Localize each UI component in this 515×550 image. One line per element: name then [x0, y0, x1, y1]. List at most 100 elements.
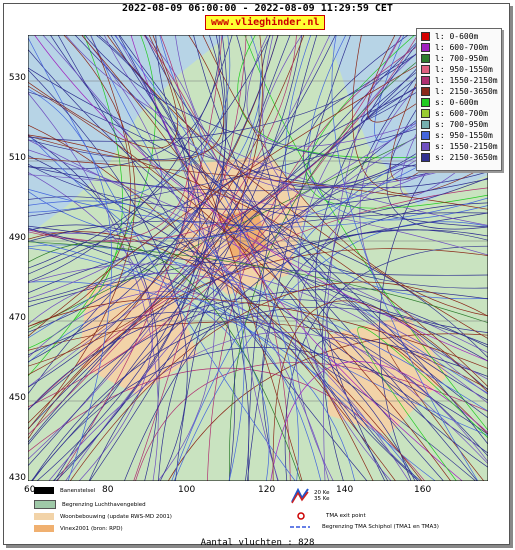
flight-track	[52, 35, 201, 481]
y-tick-530: 530	[8, 73, 26, 83]
tma-exit-icon	[297, 512, 305, 520]
y-tick-490: 490	[8, 233, 26, 243]
flight-track	[28, 311, 416, 481]
flight-track	[28, 241, 301, 481]
flight-track	[28, 67, 488, 189]
flight-track	[84, 35, 488, 170]
legend-item: l: 2150-3650m	[421, 86, 501, 97]
y-tick-430: 430	[8, 473, 26, 483]
runway-swatch	[34, 487, 54, 494]
flight-track	[28, 134, 488, 436]
flight-track	[28, 35, 297, 435]
legend-swatch	[421, 153, 430, 162]
legend-swatch	[421, 54, 430, 63]
key-airport-boundary: Begrenzing Luchthavengebied	[34, 500, 146, 509]
flight-track	[36, 35, 228, 481]
flight-track	[158, 151, 488, 481]
flight-track	[28, 37, 296, 481]
flight-track	[89, 35, 303, 481]
flight-track	[152, 35, 303, 481]
legend-swatch	[421, 98, 430, 107]
legend-item: s: 700-950m	[421, 119, 501, 130]
legend-swatch	[421, 65, 430, 74]
flight-track	[28, 224, 389, 481]
flight-track	[28, 35, 247, 160]
flight-track	[28, 35, 472, 337]
tma-boundary-icon	[290, 526, 310, 528]
flight-track	[28, 35, 271, 269]
legend-item: l: 700-950m	[421, 53, 501, 64]
flight-track	[28, 247, 270, 481]
flight-track	[28, 69, 188, 481]
y-tick-450: 450	[8, 393, 26, 403]
flight-track	[262, 35, 488, 200]
boundary-swatch	[34, 500, 56, 509]
flight-track	[119, 35, 488, 419]
flight-track	[50, 35, 488, 289]
legend-item: s: 1550-2150m	[421, 141, 501, 152]
flight-track	[308, 35, 488, 221]
flight-track	[28, 35, 225, 333]
flight-track	[81, 35, 374, 481]
flight-track	[28, 212, 488, 308]
x-tick-140: 140	[336, 485, 354, 495]
sea-area	[28, 35, 228, 235]
legend-item: s: 0-600m	[421, 97, 501, 108]
flight-track	[69, 281, 488, 481]
flight-track	[352, 35, 488, 195]
flight-track	[173, 221, 488, 481]
altitude-legend: l: 0-600m l: 600-700m l: 700-950m l: 950…	[416, 28, 502, 171]
flight-track	[272, 300, 488, 481]
x-tick-80: 80	[102, 485, 114, 495]
legend-item: l: 0-600m	[421, 31, 501, 42]
flight-track	[28, 88, 113, 481]
flight-track	[42, 35, 330, 481]
site-link[interactable]: www.vlieghinder.nl	[205, 15, 326, 30]
flight-track	[314, 337, 488, 481]
flight-track	[28, 35, 279, 363]
flight-track	[28, 187, 488, 410]
legend-swatch	[421, 76, 430, 85]
y-tick-510: 510	[8, 153, 26, 163]
flight-track	[28, 157, 488, 210]
flight-track	[322, 35, 451, 481]
legend-swatch	[421, 43, 430, 52]
flight-track	[34, 35, 488, 362]
flight-track	[28, 91, 488, 445]
flight-track	[48, 331, 488, 481]
legend-item: l: 950-1550m	[421, 64, 501, 75]
flight-track	[28, 298, 488, 369]
flight-track	[28, 196, 236, 481]
flight-track	[386, 344, 488, 481]
flight-track	[31, 306, 488, 481]
housing-swatch	[34, 513, 54, 520]
flight-track-map	[28, 35, 488, 481]
key-vinex: Vinex2001 (bron: RPD)	[34, 525, 123, 532]
flight-track	[32, 347, 488, 481]
vinex-swatch	[34, 525, 54, 532]
flight-track	[28, 158, 488, 192]
flight-track	[28, 225, 488, 348]
legend-swatch	[421, 87, 430, 96]
legend-item: l: 1550-2150m	[421, 75, 501, 86]
flight-track	[28, 240, 356, 481]
key-housing: Woonbebouwing (update RWS-MD 2001)	[34, 513, 172, 520]
legend-item: l: 600-700m	[421, 42, 501, 53]
key-tma-boundary: Begrenzing TMA Schiphol (TMA1 en TMA3)	[290, 524, 439, 530]
flight-track	[28, 85, 451, 481]
flight-track	[28, 35, 233, 283]
flight-track	[305, 35, 488, 209]
period-title: 2022-08-09 06:00:00 - 2022-08-09 11:29:5…	[122, 3, 393, 14]
noise-contour-icon	[291, 488, 309, 504]
flight-track	[110, 35, 444, 481]
flight-track	[28, 290, 410, 481]
legend-item: s: 600-700m	[421, 108, 501, 119]
flight-count: Aantal vluchten : 828	[200, 538, 315, 548]
flight-track	[65, 35, 488, 226]
flight-track	[143, 35, 291, 481]
x-tick-60: 60	[24, 485, 36, 495]
x-tick-120: 120	[258, 485, 276, 495]
flight-track	[28, 35, 440, 142]
legend-swatch	[421, 32, 430, 41]
key-tma-exit: TMA exit point	[296, 511, 366, 521]
